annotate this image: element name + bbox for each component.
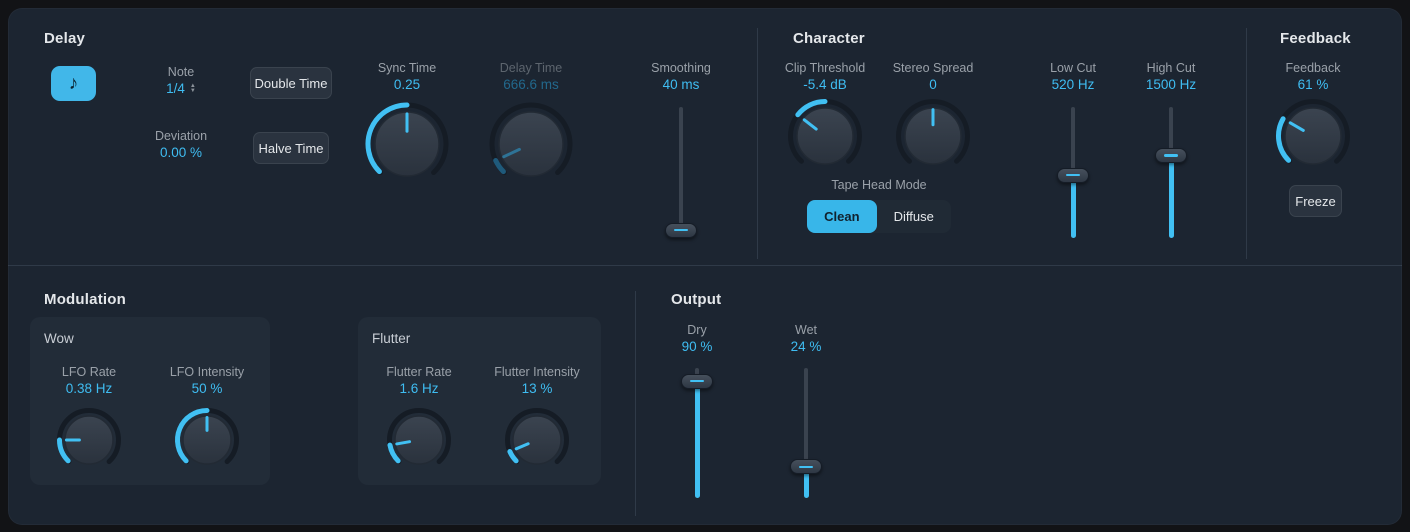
delay-time-value: 666.6 ms bbox=[503, 77, 559, 92]
tape-head-mode-switch: Clean Diffuse bbox=[807, 200, 951, 233]
dry-control: Dry 90 % bbox=[642, 322, 752, 498]
low-cut-label: Low Cut bbox=[1050, 61, 1096, 75]
slider-fill bbox=[803, 466, 809, 498]
sync-time-control: Sync Time 0.25 bbox=[352, 60, 462, 189]
output-section-title: Output bbox=[671, 291, 722, 308]
sync-time-label: Sync Time bbox=[377, 61, 437, 75]
note-control: Note 1/4 ▲ ▼ bbox=[136, 64, 226, 98]
flutter-intensity-value[interactable]: 13 % bbox=[521, 381, 553, 396]
stereo-spread-knob[interactable] bbox=[894, 97, 972, 175]
lfo-rate-control: LFO Rate 0.38 Hz bbox=[34, 364, 144, 474]
slider-handle[interactable] bbox=[1155, 148, 1187, 163]
high-cut-control: High Cut 1500 Hz bbox=[1116, 60, 1226, 238]
delay-section-title: Delay bbox=[44, 30, 86, 47]
low-cut-value[interactable]: 520 Hz bbox=[1051, 77, 1095, 92]
slider-handle[interactable] bbox=[790, 459, 822, 475]
slider-handle[interactable] bbox=[1057, 167, 1089, 183]
clip-threshold-label: Clip Threshold bbox=[784, 61, 866, 75]
lfo-intensity-control: LFO Intensity 50 % bbox=[152, 364, 262, 474]
wow-panel-title: Wow bbox=[44, 331, 74, 346]
flutter-panel-title: Flutter bbox=[372, 331, 411, 346]
feedback-section-title: Feedback bbox=[1280, 30, 1351, 47]
tempo-sync-button[interactable]: ♪ bbox=[51, 66, 96, 101]
slider-fill bbox=[1070, 175, 1076, 238]
smoothing-slider[interactable] bbox=[664, 107, 698, 238]
sync-time-value[interactable]: 0.25 bbox=[393, 77, 421, 92]
tape-head-mode-label: Tape Head Mode bbox=[831, 178, 927, 192]
feedback-label: Feedback bbox=[1285, 61, 1341, 75]
flutter-rate-value[interactable]: 1.6 Hz bbox=[399, 381, 439, 396]
flutter-rate-label: Flutter Rate bbox=[386, 365, 452, 379]
divider-modulation-output bbox=[635, 291, 636, 516]
lfo-rate-label: LFO Rate bbox=[61, 365, 117, 379]
divider-character-feedback bbox=[1246, 28, 1247, 259]
halve-time-button[interactable]: Halve Time bbox=[253, 132, 329, 164]
stepper-arrows-icon[interactable]: ▲ ▼ bbox=[189, 83, 196, 95]
note-icon: ♪ bbox=[68, 73, 79, 94]
note-label: Note bbox=[167, 65, 195, 79]
lfo-rate-value[interactable]: 0.38 Hz bbox=[65, 381, 113, 396]
high-cut-value[interactable]: 1500 Hz bbox=[1145, 77, 1197, 92]
feedback-knob[interactable] bbox=[1274, 97, 1352, 175]
slider-rail[interactable] bbox=[679, 107, 683, 238]
dry-slider[interactable] bbox=[680, 368, 714, 498]
flutter-intensity-control: Flutter Intensity 13 % bbox=[482, 364, 592, 474]
slider-rail[interactable] bbox=[804, 368, 808, 498]
tape-head-mode-clean-button[interactable]: Clean bbox=[807, 200, 877, 233]
feedback-control: Feedback 61 % bbox=[1258, 60, 1368, 175]
lfo-intensity-label: LFO Intensity bbox=[169, 365, 245, 379]
note-value-stepper[interactable]: 1/4 ▲ ▼ bbox=[166, 81, 196, 96]
tape-head-mode-control: Tape Head Mode Clean Diffuse bbox=[798, 177, 960, 233]
divider-horizontal bbox=[8, 265, 1402, 266]
lfo-rate-knob[interactable] bbox=[55, 406, 123, 474]
clip-threshold-knob[interactable] bbox=[786, 97, 864, 175]
low-cut-control: Low Cut 520 Hz bbox=[1018, 60, 1128, 238]
wet-slider[interactable] bbox=[789, 368, 823, 498]
wet-value[interactable]: 24 % bbox=[790, 339, 822, 354]
tape-head-mode-diffuse-button[interactable]: Diffuse bbox=[893, 209, 934, 224]
flutter-rate-knob[interactable] bbox=[385, 406, 453, 474]
freeze-button[interactable]: Freeze bbox=[1289, 185, 1342, 217]
smoothing-control: Smoothing 40 ms bbox=[626, 60, 736, 238]
smoothing-label: Smoothing bbox=[651, 61, 711, 75]
low-cut-slider[interactable] bbox=[1056, 107, 1090, 238]
lfo-intensity-knob[interactable] bbox=[173, 406, 241, 474]
dry-label: Dry bbox=[687, 323, 707, 337]
feedback-value[interactable]: 61 % bbox=[1297, 77, 1329, 92]
divider-delay-character bbox=[757, 28, 758, 259]
flutter-intensity-knob[interactable] bbox=[503, 406, 571, 474]
deviation-label: Deviation bbox=[154, 129, 208, 143]
sync-time-knob[interactable] bbox=[362, 99, 452, 189]
high-cut-label: High Cut bbox=[1146, 61, 1196, 75]
stereo-spread-label: Stereo Spread bbox=[892, 61, 974, 75]
delay-time-knob bbox=[486, 99, 576, 189]
clip-threshold-value[interactable]: -5.4 dB bbox=[803, 77, 847, 92]
double-time-button[interactable]: Double Time bbox=[250, 67, 332, 99]
modulation-section-title: Modulation bbox=[44, 291, 126, 308]
delay-time-control: Delay Time 666.6 ms bbox=[476, 60, 586, 189]
wet-label: Wet bbox=[795, 323, 817, 337]
high-cut-slider[interactable] bbox=[1154, 107, 1188, 238]
delay-time-label: Delay Time bbox=[499, 61, 563, 75]
lfo-intensity-value[interactable]: 50 % bbox=[191, 381, 223, 396]
tape-delay-plugin-window: Delay Character Feedback Modulation Outp… bbox=[8, 8, 1402, 525]
slider-handle[interactable] bbox=[665, 222, 697, 238]
dry-value[interactable]: 90 % bbox=[681, 339, 713, 354]
deviation-value[interactable]: 0.00 % bbox=[159, 145, 203, 160]
character-section-title: Character bbox=[793, 30, 865, 47]
slider-fill bbox=[1168, 155, 1174, 238]
flutter-intensity-label: Flutter Intensity bbox=[494, 365, 580, 379]
slider-handle[interactable] bbox=[681, 373, 713, 389]
clip-threshold-control: Clip Threshold -5.4 dB bbox=[770, 60, 880, 175]
smoothing-value[interactable]: 40 ms bbox=[662, 77, 700, 92]
wet-control: Wet 24 % bbox=[751, 322, 861, 498]
stereo-spread-value[interactable]: 0 bbox=[929, 77, 937, 92]
stereo-spread-control: Stereo Spread 0 bbox=[878, 60, 988, 175]
deviation-control: Deviation 0.00 % bbox=[136, 128, 226, 162]
slider-fill bbox=[694, 381, 700, 498]
flutter-rate-control: Flutter Rate 1.6 Hz bbox=[364, 364, 474, 474]
